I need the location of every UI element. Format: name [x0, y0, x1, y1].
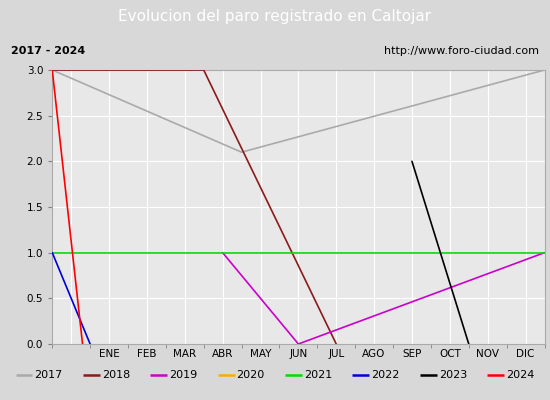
Text: http://www.foro-ciudad.com: http://www.foro-ciudad.com	[384, 46, 539, 56]
Text: 2017: 2017	[35, 370, 63, 380]
Text: 2024: 2024	[506, 370, 535, 380]
Text: 2022: 2022	[371, 370, 400, 380]
Text: 2020: 2020	[236, 370, 265, 380]
Text: 2017 - 2024: 2017 - 2024	[11, 46, 85, 56]
Text: 2023: 2023	[439, 370, 467, 380]
Text: 2018: 2018	[102, 370, 130, 380]
Text: 2021: 2021	[304, 370, 332, 380]
Text: Evolucion del paro registrado en Caltojar: Evolucion del paro registrado en Caltoja…	[118, 10, 432, 24]
Text: 2019: 2019	[169, 370, 197, 380]
